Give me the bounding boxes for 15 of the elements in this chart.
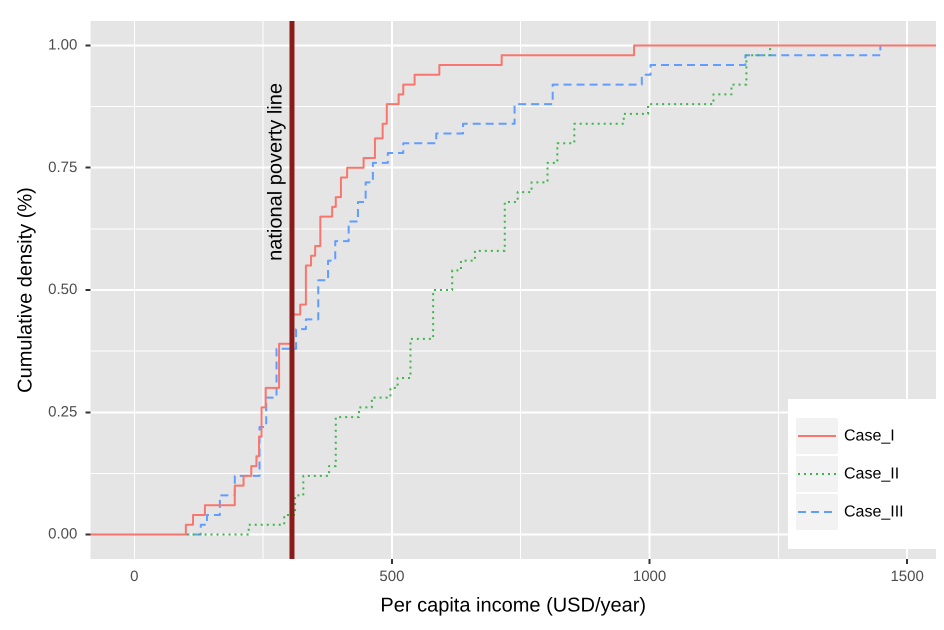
x-tick-label: 500	[375, 568, 409, 586]
y-tick-label: 0.00	[44, 526, 82, 543]
ref-line-label: national poverty line	[264, 83, 286, 261]
legend-label: Case_I	[844, 427, 895, 444]
x-tick-label: 0	[126, 568, 143, 586]
legend-label: Case_III	[844, 503, 904, 520]
y-tick-label: 1.00	[44, 36, 82, 54]
y-axis-title: Cumulative density (%)	[14, 187, 37, 393]
y-tick-label: 0.50	[44, 281, 82, 298]
x-tick-label: 1000	[628, 568, 670, 586]
y-tick-label: 0.25	[44, 403, 82, 420]
y-tick-label: 0.75	[44, 158, 82, 176]
x-tick-label: 1500	[886, 568, 928, 586]
x-axis-title: Per capita income (USD/year)	[380, 594, 646, 617]
legend-label: Case_II	[844, 465, 900, 482]
